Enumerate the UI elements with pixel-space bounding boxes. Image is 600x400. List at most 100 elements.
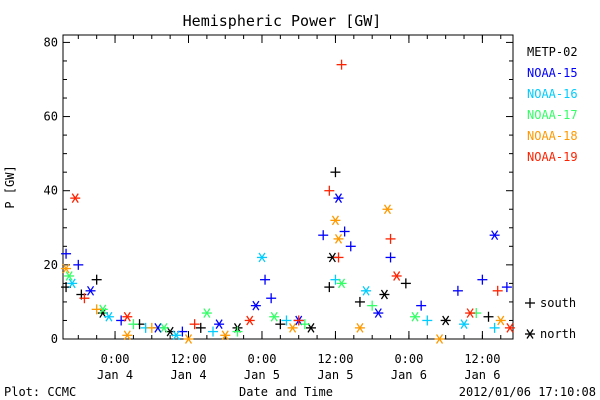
data-point-north	[244, 315, 255, 326]
marker-legend: south north	[525, 296, 576, 341]
plot-credit: Plot: CCMC	[4, 385, 76, 399]
data-point-north	[64, 271, 75, 281]
x-tick-date-label: Jan 4	[97, 368, 133, 382]
series-legend: METP-02 NOAA-15 NOAA-16 NOAA-17 NOAA-18 NOAA-…	[527, 45, 578, 164]
data-point-south	[293, 315, 304, 326]
data-point-north	[379, 289, 390, 300]
data-point-south	[61, 248, 72, 259]
data-point-south	[275, 319, 286, 330]
data-point-south	[73, 259, 84, 270]
data-point-south	[385, 233, 396, 244]
data-point-south	[266, 293, 277, 304]
data-point-south	[492, 285, 503, 296]
data-point-south	[416, 300, 427, 311]
data-point-south	[91, 304, 102, 315]
chart-title: Hemispheric Power [GW]	[183, 12, 382, 30]
data-point-south	[324, 185, 335, 196]
y-axis-ticks: 0 20 40 60 80	[44, 35, 513, 346]
legend-entry: NOAA-19	[527, 150, 578, 164]
y-tick-label: 60	[44, 110, 58, 124]
data-point-north	[122, 311, 133, 322]
data-point-north	[103, 311, 114, 322]
x-tick-time-label: 0:00	[394, 352, 423, 366]
data-point-south	[79, 293, 90, 304]
data-point-south	[367, 300, 378, 311]
data-point-south	[208, 326, 218, 337]
x-tick-date-label: Jan 6	[464, 368, 500, 382]
data-point-south	[91, 274, 102, 285]
data-point-south	[189, 319, 200, 330]
y-tick-label: 20	[44, 258, 58, 272]
data-point-north	[159, 323, 170, 333]
legend-entry: METP-02	[527, 45, 578, 59]
x-tick-date-label: Jan 4	[170, 368, 206, 382]
data-point-north	[354, 323, 365, 333]
x-tick-date-label: Jan 5	[317, 368, 353, 382]
data-point-south	[260, 274, 271, 285]
data-point-south	[452, 285, 463, 296]
legend-entry: NOAA-17	[527, 108, 578, 122]
data-point-south	[400, 278, 411, 289]
data-point-north	[495, 315, 506, 326]
x-axis-label: Date and Time	[239, 385, 333, 399]
legend-star-marker	[525, 329, 535, 339]
x-tick-time-label: 12:00	[464, 352, 500, 366]
data-point-north	[391, 271, 402, 281]
data-point-north	[171, 330, 182, 341]
data-point-north	[287, 323, 298, 333]
y-tick-label: 0	[51, 332, 58, 346]
data-point-south	[128, 319, 139, 330]
data-point-north	[61, 263, 72, 274]
legend-entry: NOAA-15	[527, 66, 578, 80]
data-point-south	[333, 252, 344, 263]
data-point-north	[70, 193, 81, 203]
x-axis-ticks: 0:00 Jan 4 12:00 Jan 4 0:00 Jan 5 12:00 Jan 5 0:…	[77, 35, 502, 382]
marker-legend-label: north	[540, 327, 576, 341]
data-point-north	[459, 319, 470, 330]
data-point-south	[422, 315, 433, 326]
y-tick-label: 40	[44, 184, 58, 198]
data-points	[61, 59, 515, 344]
data-point-south	[501, 282, 512, 293]
x-tick-time-label: 0:00	[248, 352, 277, 366]
data-point-south	[146, 322, 157, 333]
data-point-north	[305, 323, 316, 333]
data-point-north	[183, 334, 194, 344]
data-point-north	[250, 300, 261, 311]
data-point-north	[410, 311, 421, 322]
data-point-south	[195, 322, 206, 333]
data-point-south	[483, 311, 494, 322]
y-tick-label: 80	[44, 35, 58, 49]
x-tick-time-label: 0:00	[101, 352, 130, 366]
legend-entry: NOAA-16	[527, 87, 578, 101]
data-point-north	[333, 193, 344, 203]
marker-legend-label: south	[540, 296, 576, 310]
x-tick-time-label: 12:00	[317, 352, 353, 366]
data-point-north	[440, 315, 451, 326]
data-point-south	[318, 230, 329, 241]
data-point-north	[333, 234, 344, 244]
data-point-north	[269, 311, 280, 322]
data-point-north	[85, 285, 96, 296]
data-point-south	[324, 282, 335, 293]
data-point-north	[373, 308, 384, 318]
data-point-south	[345, 241, 356, 252]
x-tick-time-label: 12:00	[170, 352, 206, 366]
data-point-south	[281, 315, 292, 326]
y-axis-label: P [GW]	[3, 165, 17, 208]
data-point-south	[336, 59, 347, 70]
data-point-north	[220, 330, 231, 341]
legend-plus-marker	[525, 298, 535, 308]
data-point-south	[477, 274, 488, 285]
data-point-south	[385, 252, 396, 263]
data-point-south	[489, 322, 500, 333]
data-point-north	[382, 204, 393, 215]
data-point-north	[201, 308, 212, 318]
data-point-north	[465, 308, 476, 318]
data-point-north	[434, 334, 445, 344]
data-point-south	[299, 319, 310, 330]
data-point-south	[330, 167, 341, 178]
data-point-north	[256, 252, 267, 263]
plot-timestamp: 2012/01/06 17:10:08	[459, 385, 596, 399]
